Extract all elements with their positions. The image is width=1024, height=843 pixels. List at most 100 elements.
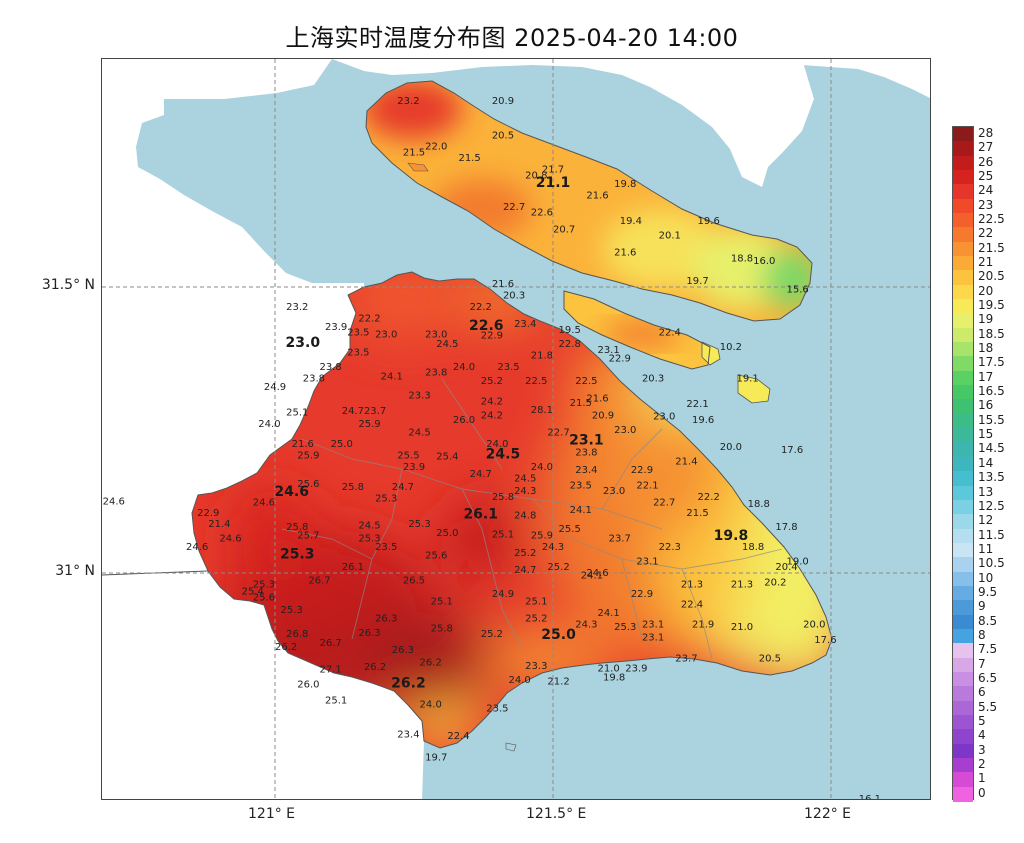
station-temperature-label: 22.4	[659, 328, 681, 339]
station-temperature-label: 24.6	[186, 542, 208, 553]
color-legend-swatch	[953, 528, 973, 544]
color-legend-swatch	[953, 743, 973, 759]
color-legend-label: 5.5	[978, 699, 998, 714]
station-temperature-label: 21.4	[208, 519, 230, 530]
district-temperature-label: 19.8	[714, 528, 749, 544]
station-temperature-label: 25.3	[408, 519, 430, 530]
station-temperature-label: 25.2	[514, 548, 536, 559]
color-legend-label: 17.5	[978, 355, 1005, 370]
station-temperature-label: 24.5	[514, 473, 536, 484]
station-temperature-label: 26.3	[358, 628, 380, 639]
station-temperature-label: 22.1	[636, 480, 658, 491]
y-tick-label: 31° N	[55, 563, 95, 579]
station-temperature-label: 24.6	[219, 534, 241, 545]
station-temperature-label: 22.7	[653, 498, 675, 509]
color-legend-label: 8.5	[978, 613, 998, 628]
district-temperature-label: 26.1	[463, 507, 498, 523]
station-temperature-label: 21.6	[292, 439, 314, 450]
color-legend-label: 5	[978, 713, 986, 728]
color-legend-label: 11.5	[978, 527, 1005, 542]
station-temperature-label: 24.9	[264, 382, 286, 393]
station-temperature-label: 24.2	[481, 396, 503, 407]
station-temperature-label: 23.1	[597, 345, 619, 356]
station-temperature-label: 19.0	[787, 556, 809, 567]
color-legend-label: 15.5	[978, 412, 1005, 427]
color-legend-label: 17	[978, 369, 994, 384]
station-temperature-label: 24.0	[453, 362, 475, 373]
islet-b	[505, 742, 517, 752]
station-temperature-label: 25.8	[492, 492, 514, 503]
station-temperature-label: 22.6	[531, 208, 553, 219]
station-temperature-label: 22.1	[686, 399, 708, 410]
station-temperature-label: 23.8	[319, 362, 341, 373]
station-temperature-label: 22.9	[481, 330, 503, 341]
station-temperature-label: 21.0	[731, 622, 753, 633]
station-temperature-label: 25.1	[325, 695, 347, 706]
station-temperature-label: 24.1	[597, 608, 619, 619]
station-temperature-label: 24.9	[492, 589, 514, 600]
station-temperature-label: 23.4	[575, 465, 597, 476]
station-temperature-label: 25.5	[559, 524, 581, 535]
district-temperature-label: 25.0	[541, 627, 576, 643]
color-legend-label: 13.5	[978, 470, 1005, 485]
station-temperature-label: 28.1	[531, 405, 553, 416]
station-temperature-label: 24.6	[103, 496, 125, 507]
station-temperature-label: 23.0	[614, 425, 636, 436]
station-temperature-label: 20.1	[659, 230, 681, 241]
station-temperature-label: 22.2	[358, 313, 380, 324]
station-temperature-label: 24.0	[420, 699, 442, 710]
color-legend-label: 1	[978, 771, 986, 786]
station-temperature-label: 19.8	[603, 673, 625, 684]
color-legend-swatch	[953, 786, 973, 802]
station-temperature-label: 26.7	[308, 575, 330, 586]
color-legend-label: 25	[978, 169, 994, 184]
color-legend-label: 14.5	[978, 441, 1005, 456]
color-legend-swatch	[953, 327, 973, 343]
color-legend-swatch	[953, 241, 973, 257]
land-outlines	[102, 80, 833, 749]
station-temperature-label: 22.2	[470, 302, 492, 313]
station-temperature-label: 25.2	[481, 376, 503, 387]
station-temperature-label: 17.8	[775, 522, 797, 533]
station-temperature-label: 25.6	[425, 551, 447, 562]
color-legend-swatch	[953, 614, 973, 630]
station-temperature-label: 22.9	[197, 508, 219, 519]
color-legend-label: 9	[978, 599, 986, 614]
color-legend-swatch	[953, 256, 973, 271]
color-legend-swatch	[953, 399, 973, 415]
station-temperature-label: 25.9	[297, 451, 319, 462]
y-tick-label: 31.5° N	[41, 277, 95, 293]
station-temperature-label: 22.5	[525, 376, 547, 387]
station-temperature-label: 25.2	[481, 629, 503, 640]
station-temperature-label: 22.5	[575, 376, 597, 387]
station-temperature-label: 23.5	[486, 703, 508, 714]
station-temperature-label: 26.2	[364, 662, 386, 673]
station-temperature-label: 22.4	[681, 599, 703, 610]
district-temperature-label: 25.3	[280, 547, 315, 563]
station-temperature-label: 22.2	[698, 492, 720, 503]
station-temperature-label: 24.6	[586, 568, 608, 579]
color-legend-swatch	[953, 370, 973, 386]
color-legend-swatch	[953, 671, 973, 687]
color-legend-swatch	[953, 299, 973, 315]
color-legend-swatch	[953, 413, 973, 429]
station-temperature-label: 22.4	[447, 731, 469, 742]
color-legend-swatch	[953, 313, 973, 329]
color-legend-label: 21	[978, 255, 994, 270]
station-temperature-label: 25.6	[253, 592, 275, 603]
station-temperature-label: 25.4	[242, 587, 264, 598]
station-temperature-label: 18.8	[742, 542, 764, 553]
x-tick-label: 122° E	[804, 806, 852, 822]
color-legend-label: 13	[978, 484, 994, 499]
station-temperature-label: 20.5	[759, 654, 781, 665]
station-temperature-label: 23.3	[525, 661, 547, 672]
station-temperature-label: 23.5	[497, 362, 519, 373]
station-temperature-label: 19.1	[736, 373, 758, 384]
map-panel[interactable]: 23.2 20.9 20.5 22.0 21.5 21.5 21.7 20.8 21.1 19.8…	[101, 58, 931, 800]
station-temperature-label: 25.5	[397, 451, 419, 462]
station-temperature-label: 21.6	[614, 248, 636, 259]
color-legend-label: 8	[978, 627, 986, 642]
station-temperature-label: 25.9	[358, 419, 380, 430]
color-legend-label: 27	[978, 140, 994, 155]
color-legend-swatch	[953, 356, 973, 372]
